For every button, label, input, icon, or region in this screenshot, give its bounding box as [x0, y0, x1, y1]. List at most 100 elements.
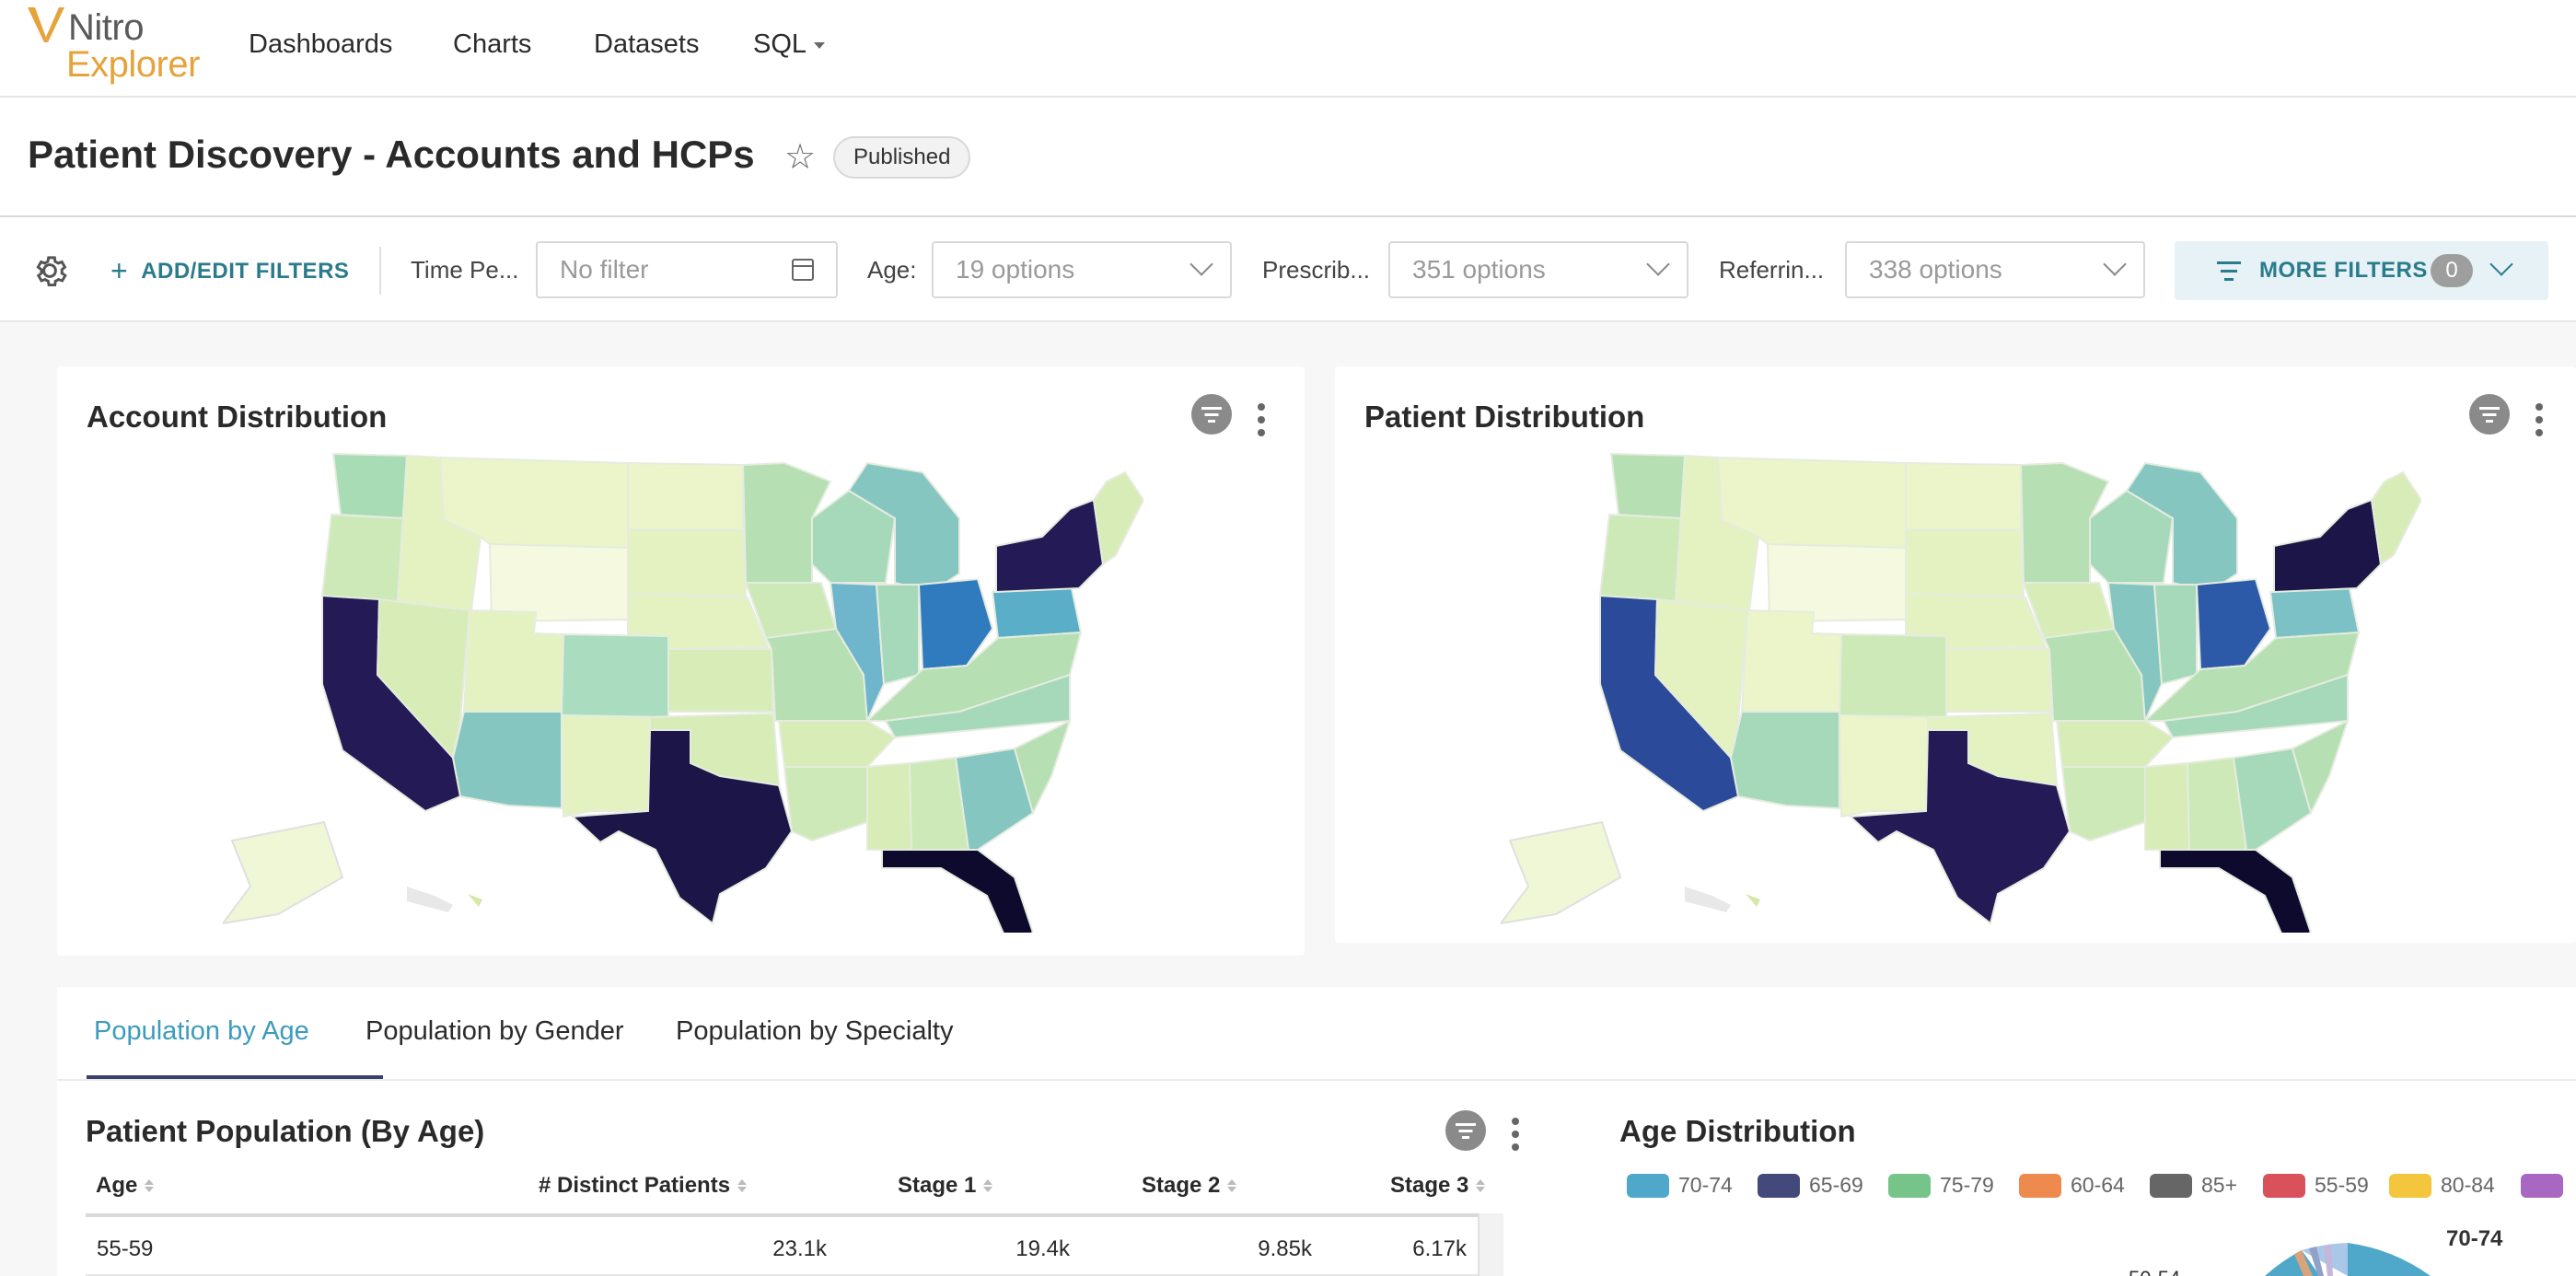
logo-text-line1: Nitro	[68, 7, 144, 48]
filter-indicator-icon[interactable]	[1191, 394, 1232, 435]
nav-sql-label: SQL	[753, 29, 807, 59]
population-table-title: Patient Population (By Age)	[86, 1114, 485, 1148]
app-logo[interactable]: Nitro Explorer	[26, 4, 210, 92]
status-badge[interactable]: Published	[833, 136, 971, 179]
patient-choropleth-map[interactable]	[1501, 445, 2421, 933]
add-edit-filters-label: ADD/EDIT FILTERS	[141, 259, 350, 284]
tab-population-by-specialty[interactable]: Population by Specialty	[676, 1016, 954, 1046]
age-distribution-pie[interactable]	[2246, 1243, 2449, 1276]
account-distribution-card: Account Distribution	[57, 366, 1305, 956]
divider	[379, 247, 381, 295]
legend-item[interactable]: 75-79	[1888, 1173, 1994, 1198]
sort-icon	[737, 1178, 748, 1194]
prescriber-label: Prescrib...	[1262, 256, 1371, 284]
column-header-distinct-patients[interactable]: # Distinct Patients	[539, 1173, 748, 1199]
nav-sql[interactable]: SQL	[753, 29, 826, 60]
referring-select[interactable]: 338 options	[1845, 241, 2145, 298]
dashboard-header: Patient Discovery - Accounts and HCPs ☆ …	[0, 98, 2576, 217]
chevron-down-icon	[1646, 252, 1670, 276]
legend-swatch	[2150, 1174, 2192, 1198]
legend-swatch	[1758, 1174, 1800, 1198]
page-title: Patient Discovery - Accounts and HCPs	[28, 133, 755, 176]
legend-swatch	[1888, 1174, 1931, 1198]
nav-datasets[interactable]: Datasets	[594, 29, 700, 59]
column-header-stage-2[interactable]: Stage 2	[1142, 1173, 1237, 1199]
pie-slice[interactable]	[2348, 1243, 2431, 1276]
more-options-icon[interactable]	[2535, 403, 2545, 442]
legend-item[interactable]: 65-69	[1758, 1173, 1863, 1198]
legend-item[interactable]: 80-84	[2389, 1173, 2495, 1198]
gear-icon[interactable]	[29, 250, 70, 291]
tab-population-by-age[interactable]: Population by Age	[94, 1016, 309, 1046]
filter-icon	[2217, 261, 2241, 286]
legend-item[interactable]: 70-74	[1627, 1173, 1733, 1198]
pie-slice[interactable]	[2324, 1245, 2333, 1276]
time-period-input[interactable]: No filter	[536, 241, 838, 298]
legend-swatch	[1627, 1174, 1669, 1198]
filter-indicator-icon[interactable]	[2469, 394, 2510, 435]
logo-text-line2: Explorer	[66, 44, 200, 85]
more-filters-button[interactable]: MORE FILTERS 0	[2175, 241, 2548, 300]
legend-label: 75-79	[1940, 1173, 1994, 1197]
legend-item[interactable]	[2521, 1173, 2572, 1198]
prescriber-select-value: 351 options	[1412, 255, 1546, 284]
tab-population-by-gender[interactable]: Population by Gender	[366, 1016, 624, 1046]
pie-slice[interactable]	[2294, 1250, 2313, 1276]
age-select[interactable]: 19 options	[932, 241, 1232, 298]
filter-bar: + ADD/EDIT FILTERS Time Pe... No filter A…	[0, 217, 2576, 322]
card-title: Patient Distribution	[1364, 400, 1645, 434]
more-options-icon[interactable]	[1258, 403, 1267, 442]
table-header-divider	[86, 1213, 1478, 1217]
patient-distribution-card: Patient Distribution	[1335, 366, 2576, 943]
column-header-label: Stage 3	[1390, 1173, 1469, 1198]
table-scrollbar[interactable]	[1478, 1213, 1503, 1276]
legend-swatch	[2521, 1174, 2563, 1198]
account-choropleth-map[interactable]	[223, 445, 1143, 933]
cell-age: 55-59	[97, 1236, 154, 1261]
divider	[57, 1079, 2576, 1081]
cell-distinct-patients: 23.1k	[772, 1236, 827, 1261]
sort-icon	[983, 1178, 993, 1194]
pie-slice[interactable]	[2309, 1247, 2324, 1276]
legend-label: 60-64	[2071, 1173, 2125, 1197]
top-navigation: Nitro Explorer Dashboards Charts Dataset…	[0, 0, 2576, 98]
cell-stage-2: 9.85k	[1258, 1236, 1312, 1261]
add-edit-filters-button[interactable]: + ADD/EDIT FILTERS	[110, 254, 349, 288]
filter-indicator-icon[interactable]	[1445, 1110, 1486, 1151]
column-header-label: Age	[96, 1173, 138, 1198]
column-header-label: Stage 2	[1142, 1173, 1221, 1198]
nav-dashboards[interactable]: Dashboards	[249, 29, 393, 59]
legend-label: 70-74	[1678, 1173, 1733, 1197]
population-tabs-card: Population by Age Population by Gender P…	[57, 987, 2576, 1276]
column-header-age[interactable]: Age	[96, 1173, 155, 1199]
sort-icon	[1227, 1178, 1237, 1194]
pie-slice-label: 50-54	[2129, 1267, 2180, 1276]
calendar-icon	[792, 259, 814, 281]
star-icon[interactable]: ☆	[784, 138, 817, 177]
legend-item[interactable]: 85+	[2150, 1173, 2237, 1198]
time-period-value: No filter	[560, 255, 649, 284]
sort-icon	[1476, 1178, 1486, 1194]
legend-swatch	[2389, 1174, 2431, 1198]
legend-label: 55-59	[2315, 1173, 2369, 1197]
column-header-label: # Distinct Patients	[539, 1173, 731, 1198]
age-label: Age:	[867, 256, 917, 284]
active-tab-indicator	[87, 1075, 383, 1079]
card-title: Account Distribution	[87, 400, 388, 434]
referring-label: Referrin...	[1719, 256, 1825, 284]
age-select-value: 19 options	[956, 255, 1075, 284]
chevron-down-icon	[2103, 252, 2127, 276]
nav-charts[interactable]: Charts	[453, 29, 532, 59]
cell-stage-1: 19.4k	[1015, 1236, 1070, 1261]
more-options-icon[interactable]	[1512, 1118, 1521, 1156]
legend-item[interactable]: 60-64	[2019, 1173, 2125, 1198]
legend-item[interactable]: 55-59	[2263, 1173, 2369, 1198]
sort-icon	[145, 1178, 155, 1194]
table-row[interactable]: 55-59 23.1k 19.4k 9.85k 6.17k	[86, 1224, 1478, 1276]
prescriber-select[interactable]: 351 options	[1388, 241, 1688, 298]
column-header-stage-1[interactable]: Stage 1	[898, 1173, 993, 1199]
legend-swatch	[2263, 1174, 2305, 1198]
referring-select-value: 338 options	[1869, 255, 2002, 284]
chevron-down-icon	[1189, 252, 1213, 276]
column-header-stage-3[interactable]: Stage 3	[1390, 1173, 1486, 1199]
